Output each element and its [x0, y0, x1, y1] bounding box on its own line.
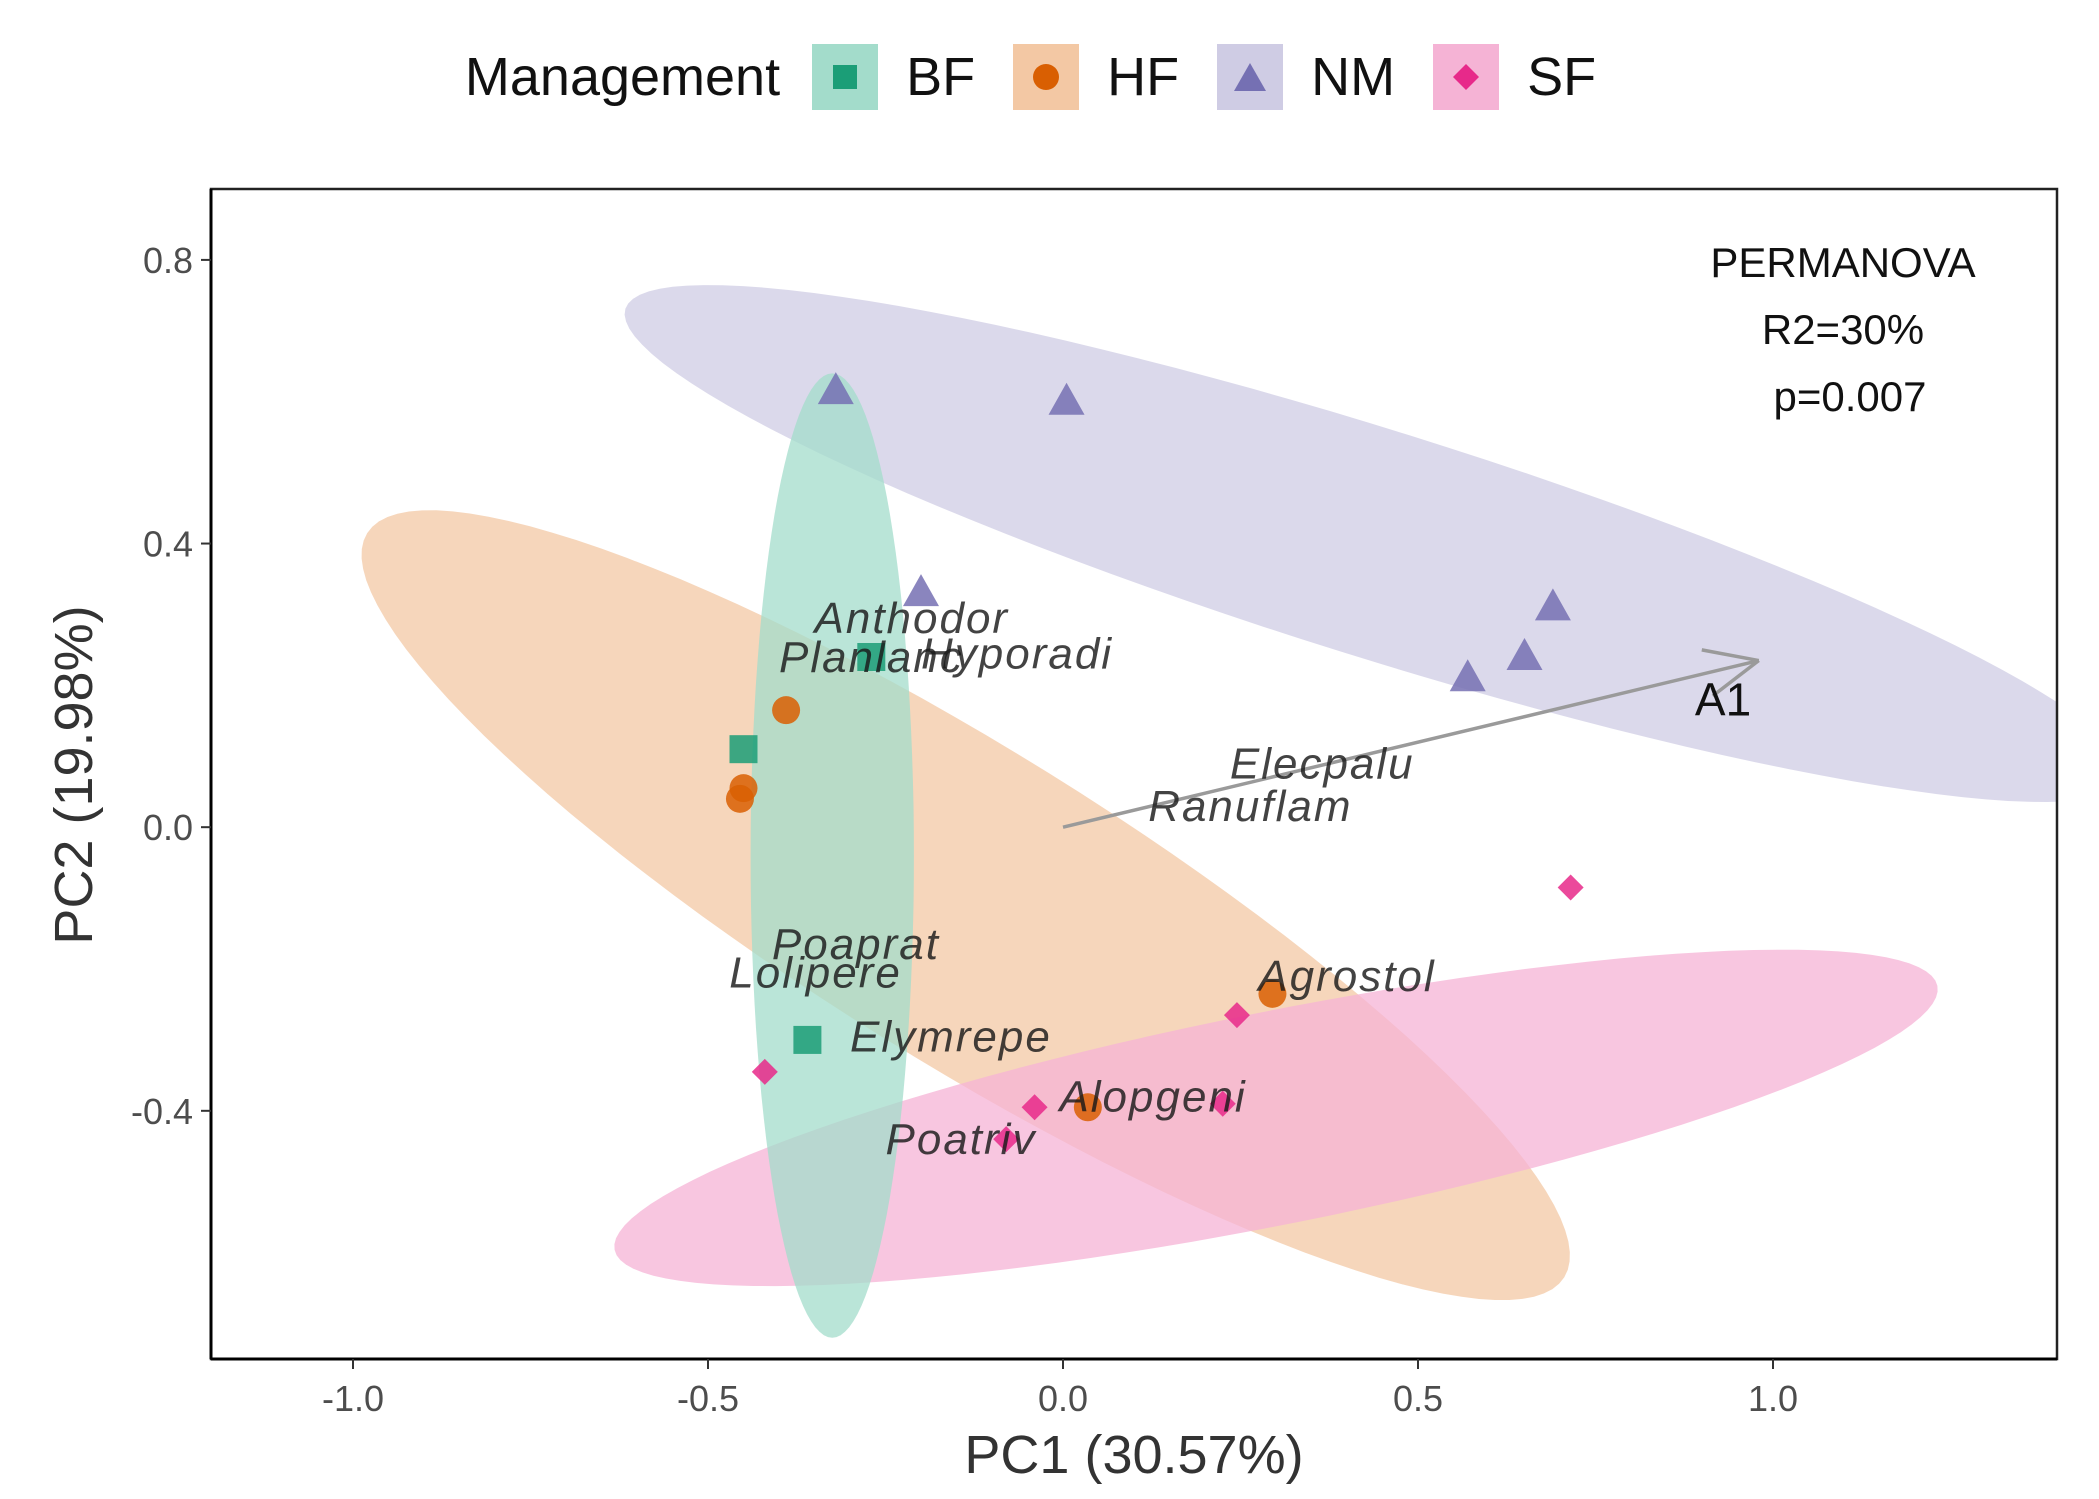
legend-label-nm: NM	[1311, 47, 1396, 107]
point-hf	[1073, 1093, 1102, 1122]
point-sf	[993, 1126, 1020, 1153]
point-nm	[817, 372, 854, 405]
legend-key-hf	[1013, 44, 1080, 110]
legend-label-bf: BF	[906, 47, 976, 107]
point-nm	[1534, 588, 1571, 621]
legend: Management BF HF NM SF	[0, 44, 2099, 110]
x-tick-label: 0.5	[1393, 1378, 1443, 1419]
x-tick-label: 1.0	[1748, 1378, 1798, 1419]
permanova-title: PERMANOVA	[1710, 239, 1975, 286]
point-nm	[1506, 638, 1543, 670]
vector-shaft	[1062, 658, 1760, 829]
legend-key-bf	[812, 44, 879, 110]
point-bf	[729, 735, 758, 764]
species-label: Poatriv	[886, 1115, 1038, 1164]
confidence-ellipses	[361, 285, 2057, 1338]
legend-key-nm	[1217, 44, 1284, 110]
species-label: Elymrepe	[850, 1012, 1052, 1061]
legend-item-sf: SF	[1433, 44, 1604, 110]
y-tick-label: 0.0	[143, 807, 193, 848]
y-axis-title: PC2 (19.98%)	[44, 605, 104, 944]
point-hf	[772, 696, 801, 725]
point-hf	[1258, 979, 1287, 1008]
point-sf	[1223, 1002, 1250, 1029]
species-label: Elecpalu	[1230, 739, 1415, 788]
triangle-marker-icon	[1234, 63, 1267, 91]
ellipse-sf	[614, 949, 1938, 1287]
point-sf	[1209, 1090, 1236, 1117]
ellipse-nm	[624, 285, 2057, 802]
legend-label-sf: SF	[1527, 47, 1597, 107]
permanova-r2: R2=30%	[1762, 306, 1924, 353]
y-axis: -0.4 0.0 0.4 0.8	[131, 189, 213, 1359]
y-tick-label: -0.4	[131, 1091, 193, 1132]
legend-label-hf: HF	[1107, 47, 1180, 107]
sample-points	[725, 372, 1584, 1153]
ellipse-bf	[750, 373, 914, 1338]
x-tick-label: -1.0	[322, 1378, 384, 1419]
point-hf	[725, 784, 754, 813]
legend-item-bf: BF	[812, 44, 983, 110]
y-tick-label: 0.8	[143, 240, 193, 281]
x-tick-label: 0.0	[1038, 1378, 1088, 1419]
permanova-p: p=0.007	[1774, 373, 1927, 420]
x-axis-title: PC1 (30.57%)	[964, 1425, 1303, 1485]
point-nm	[1048, 382, 1085, 415]
species-label: Alopgeni	[1056, 1073, 1246, 1122]
x-tick-label: -0.5	[677, 1378, 739, 1419]
legend-title: Management	[464, 47, 781, 107]
diamond-marker-icon	[1453, 64, 1480, 90]
y-tick-label: 0.4	[143, 524, 193, 565]
species-label: Lolipere	[729, 949, 902, 998]
species-label: Ranuflam	[1148, 782, 1352, 831]
point-sf	[1021, 1094, 1048, 1121]
vector-head-1	[1701, 648, 1760, 663]
point-sf	[1557, 874, 1584, 901]
legend-key-sf	[1433, 44, 1500, 110]
legend-item-nm: NM	[1217, 44, 1403, 110]
point-nm	[1449, 659, 1486, 692]
legend-item-hf: HF	[1013, 44, 1187, 110]
point-bf	[857, 643, 886, 671]
vector-head-2	[1711, 659, 1760, 698]
point-sf	[751, 1058, 778, 1085]
species-label: Anthodor	[812, 594, 1010, 643]
circle-marker-icon	[1033, 64, 1060, 90]
species-label: Poaprat	[772, 920, 940, 969]
vector-label: A1	[1695, 674, 1751, 726]
species-label: Planlanc	[779, 633, 964, 682]
point-nm	[903, 574, 939, 607]
species-label: Hyporadi	[921, 629, 1113, 678]
point-bf	[793, 1025, 822, 1054]
square-marker-icon	[833, 65, 858, 89]
x-axis: -1.0 -0.5 0.0 0.5 1.0	[211, 1357, 2057, 1419]
env-vector: A1	[1062, 648, 1760, 829]
species-label: Agrostol	[1255, 952, 1435, 1001]
